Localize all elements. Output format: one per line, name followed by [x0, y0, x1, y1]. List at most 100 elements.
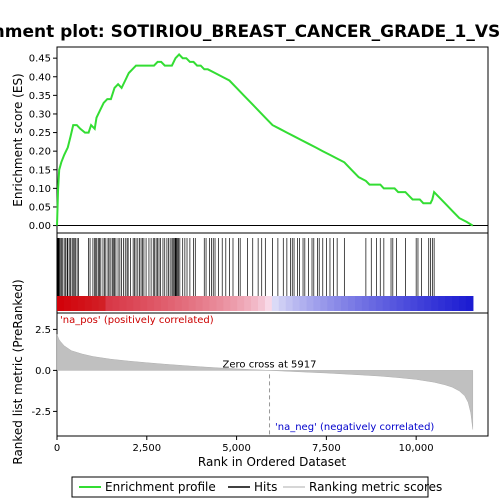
es-y-tick-label: 0.05 [29, 202, 51, 213]
heat-bar-segment [271, 296, 280, 311]
x-tick-label: 7,500 [312, 443, 341, 454]
es-y-tick-label: 0.35 [29, 91, 51, 102]
heat-bar-segment [334, 296, 342, 311]
heat-bar-segment [174, 296, 183, 311]
heat-bar-segment [237, 296, 245, 311]
hit-lines-group [57, 238, 435, 296]
heat-bar-segment [438, 296, 446, 311]
heat-bar-segment [209, 296, 218, 311]
hits-panel [56, 232, 489, 314]
metric-y-axis: -2.5 0.0 2.5 [31, 325, 57, 418]
heat-bar-segment [244, 296, 252, 311]
metric-y-axis-label: Ranked list metric (PreRanked) [11, 279, 25, 464]
legend-label-hits: Hits [254, 480, 277, 494]
heat-bar-segment [341, 296, 349, 311]
es-profile-line [56, 52, 474, 227]
heat-bar-segment [382, 296, 391, 311]
heat-bar-segment [70, 296, 79, 311]
heat-bar-segment [63, 296, 72, 311]
x-tick-label: 5,000 [222, 443, 251, 454]
heat-bar-segment [424, 296, 432, 311]
es-y-axis-label: Enrichment score (ES) [11, 73, 25, 206]
metric-area [56, 334, 474, 430]
heat-bar-segment [299, 296, 308, 311]
heat-bar-segment [431, 296, 439, 311]
heat-bar-segment [140, 296, 148, 311]
x-axis-label: Rank in Ordered Dataset [198, 455, 346, 469]
heat-bar-segment [98, 296, 107, 311]
metric-y-tick-label: -2.5 [31, 407, 51, 418]
x-tick-label: 0 [54, 443, 60, 454]
es-y-tick-label: 0.10 [29, 184, 51, 195]
heat-bar-segment [375, 296, 384, 311]
heat-bar-segment [230, 296, 238, 311]
heat-bar-segment [147, 296, 155, 311]
positive-group-label: 'na_pos' (positively correlated) [60, 315, 214, 326]
heat-bar-segment [313, 296, 321, 311]
heat-bar-segment [445, 296, 453, 311]
heat-bar-segment [410, 296, 418, 311]
heat-bar-segment [396, 296, 405, 311]
metric-area-group [56, 334, 474, 430]
heat-bar-segment [77, 296, 86, 311]
es-y-tick-label: 0.25 [29, 128, 51, 139]
heat-bar-segment [195, 296, 204, 311]
metric-y-tick-label: 2.5 [35, 325, 51, 336]
heat-bar-segment [417, 296, 425, 311]
heat-bar-segment [306, 296, 315, 311]
heat-bar-segment [292, 296, 301, 311]
heat-bar-segment [216, 296, 224, 311]
es-y-tick-label: 0.00 [29, 221, 51, 232]
legend: Enrichment profile Hits Ranking metric s… [71, 476, 442, 498]
heat-bar-segment [452, 296, 460, 311]
heat-bar-segment [327, 296, 335, 311]
heat-bar-segment [257, 296, 266, 311]
heat-bar-segment [112, 296, 120, 311]
heat-bar-segment [119, 296, 127, 311]
es-y-tick-label: 0.20 [29, 147, 51, 158]
heat-bar-segment [57, 296, 65, 311]
heat-bar-segment [264, 296, 273, 311]
es-y-tick-label: 0.15 [29, 165, 51, 176]
heat-bar-segment [188, 296, 197, 311]
zero-cross-label: Zero cross at 5917 [223, 359, 317, 370]
heat-bar-segment [160, 296, 169, 311]
heat-bar-segment [105, 296, 114, 311]
heat-bar-segment [181, 296, 190, 311]
heat-bar-segment [167, 296, 176, 311]
heat-bar-segment [126, 296, 134, 311]
es-panel: 0.00 0.05 0.10 0.15 0.20 0.25 0.30 0.35 0.40 0.45… [11, 46, 489, 234]
metric-panel: -2.5 0.0 2.5 0 2,500 5,000 7,500 10,000 Zero c… [11, 279, 489, 469]
es-curve-group [56, 52, 474, 227]
heat-bar-segment [285, 296, 294, 311]
heat-bar-segment [154, 296, 162, 311]
heat-bar-segment [91, 296, 100, 311]
heat-bar-segment [458, 296, 467, 311]
heat-bar-segment [133, 296, 141, 311]
heat-bar-segment [202, 296, 211, 311]
legend-label-enrichment: Enrichment profile [105, 480, 216, 494]
negative-group-label: 'na_neg' (negatively correlated) [275, 422, 434, 433]
heat-bar-segment [355, 296, 363, 311]
heat-bar-segment [251, 296, 259, 311]
heat-bar-segment [361, 296, 370, 311]
heat-bar-segment [389, 296, 398, 311]
rank-heat-bar [57, 296, 474, 311]
metric-y-tick-label: 0.0 [35, 366, 51, 377]
x-axis: 0 2,500 5,000 7,500 10,000 [54, 436, 434, 454]
chart-title: Enrichment plot: SOTIRIOU_BREAST_CANCER_… [0, 22, 500, 42]
heat-bar-segment [320, 296, 328, 311]
es-y-axis: 0.00 0.05 0.10 0.15 0.20 0.25 0.30 0.35 0.40 0.45 [29, 54, 57, 232]
es-panel-frame [56, 46, 489, 234]
heat-bar-segment [465, 296, 474, 311]
es-y-tick-label: 0.40 [29, 72, 51, 83]
heat-bar-segment [223, 296, 231, 311]
legend-label-metric: Ranking metric scores [309, 480, 442, 494]
es-y-tick-label: 0.30 [29, 109, 51, 120]
es-y-tick-label: 0.45 [29, 54, 51, 65]
x-tick-label: 2,500 [132, 443, 161, 454]
heat-bar-segment [348, 296, 356, 311]
heat-bar-segment [84, 296, 93, 311]
heat-bar-segment [403, 296, 412, 311]
